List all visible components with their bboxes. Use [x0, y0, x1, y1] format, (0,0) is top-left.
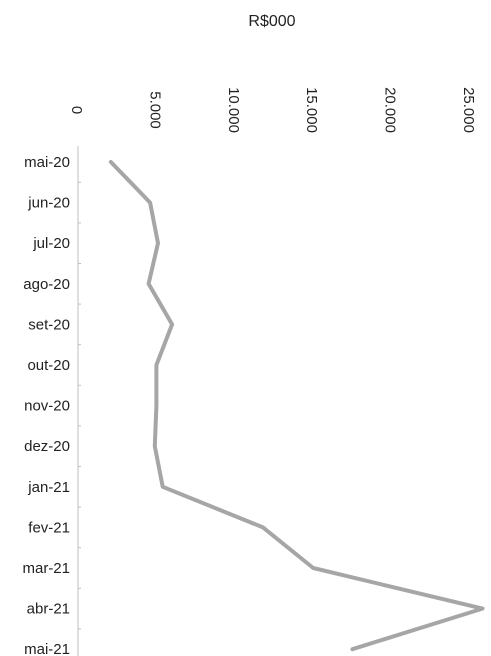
category-label: jan-21 — [27, 479, 70, 496]
series-line — [108, 160, 485, 652]
value-tick-label: 10.000 — [225, 87, 242, 133]
category-label: abr-21 — [27, 601, 70, 618]
value-tick-label: 15.000 — [303, 87, 320, 133]
category-label: fev-21 — [28, 519, 70, 536]
axis-title: R$000 — [248, 13, 295, 30]
value-tick-label: 20.000 — [382, 87, 399, 133]
category-label: dez-20 — [24, 438, 70, 455]
value-tick-label: 5.000 — [146, 91, 163, 129]
category-labels: mai-20 jun-20 jul-20 ago-20 set-20 out-20 nov-… — [22, 154, 81, 656]
category-label: mar-21 — [22, 560, 70, 577]
value-tick-label: 25.000 — [460, 87, 477, 133]
category-label: set-20 — [28, 316, 70, 333]
category-label: mai-21 — [24, 641, 70, 656]
category-label: out-20 — [27, 357, 70, 374]
category-label: jun-20 — [27, 195, 70, 212]
category-label: nov-20 — [24, 398, 70, 415]
category-label: mai-20 — [24, 154, 70, 171]
value-tick-label: 0 — [68, 106, 85, 114]
category-label: jul-20 — [32, 235, 70, 252]
category-label: ago-20 — [23, 276, 70, 293]
value-tick-labels: 0 5.000 10.000 15.000 20.000 25.000 — [68, 87, 477, 133]
